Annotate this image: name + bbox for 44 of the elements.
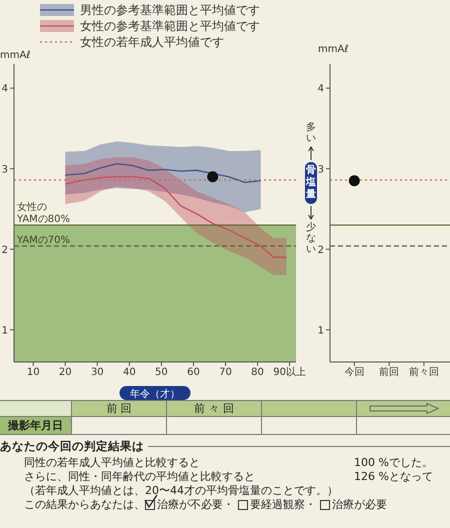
x-tick-label: 60: [187, 367, 200, 378]
legend-label: 女性の参考基準範囲と平均値です: [80, 18, 260, 34]
x-tick-label: 前回: [379, 366, 400, 378]
x-tick-label: 70: [219, 367, 232, 378]
text: 126 %となって: [354, 470, 434, 484]
text: あなたの今回の判定結果は: [0, 439, 144, 454]
text: 前 々 回: [167, 401, 262, 416]
x-tick-label: 今回: [344, 366, 364, 378]
y-tick-label: 3: [2, 164, 8, 176]
x-tick-label: 20: [58, 367, 72, 378]
x-axis-title: 年令（才）: [130, 388, 180, 400]
y-tick-label: 3: [318, 164, 324, 176]
y-tick-label: 1: [318, 325, 324, 336]
y-axis-title: mmAℓ: [0, 50, 30, 61]
y-tick-label: 1: [2, 325, 8, 336]
x-tick-label: 30: [90, 367, 104, 378]
y-tick-label: 4: [2, 84, 8, 95]
y-tick-label: 2: [318, 244, 324, 256]
text: 骨塩量: [306, 165, 316, 201]
text: （若年成人平均値とは、20〜44才の平均骨塩量のことです。）: [24, 484, 339, 498]
x-tick-label: 40: [122, 367, 136, 378]
text: さらに、同性・同年齢代の平均値と比較すると: [24, 470, 255, 484]
x-tick-label: 50: [155, 367, 168, 378]
text: 少ない: [306, 222, 316, 255]
text: 治療が不必要・: [157, 498, 234, 512]
legend-label: 女性の若年成人平均値です: [80, 34, 224, 50]
text: 同性の若年成人平均値と比較すると: [24, 456, 200, 470]
x-tick-label: 90以上: [273, 366, 306, 378]
ref-line-label: YAMの70%: [16, 235, 70, 246]
ref-line-label: 女性の YAMの80%: [16, 201, 70, 226]
y-axis-title: mmAℓ: [318, 44, 348, 55]
text: 撮影年月日: [0, 416, 72, 434]
x-tick-label: 80: [251, 367, 264, 378]
text: 多い: [306, 122, 316, 144]
text: 要経過観察・: [250, 498, 316, 512]
text: この結果からあなたは、: [24, 498, 145, 512]
y-tick-label: 2: [2, 244, 8, 256]
text: 前 回: [72, 401, 167, 416]
y-tick-label: 4: [318, 84, 324, 95]
legend-label: 男性の参考基準範囲と平均値です: [80, 2, 260, 18]
x-tick-label: 前々回: [408, 366, 439, 378]
text: 100 %でした。: [354, 456, 434, 470]
x-tick-label: 10: [26, 367, 40, 378]
text: 治療が必要: [332, 498, 387, 512]
